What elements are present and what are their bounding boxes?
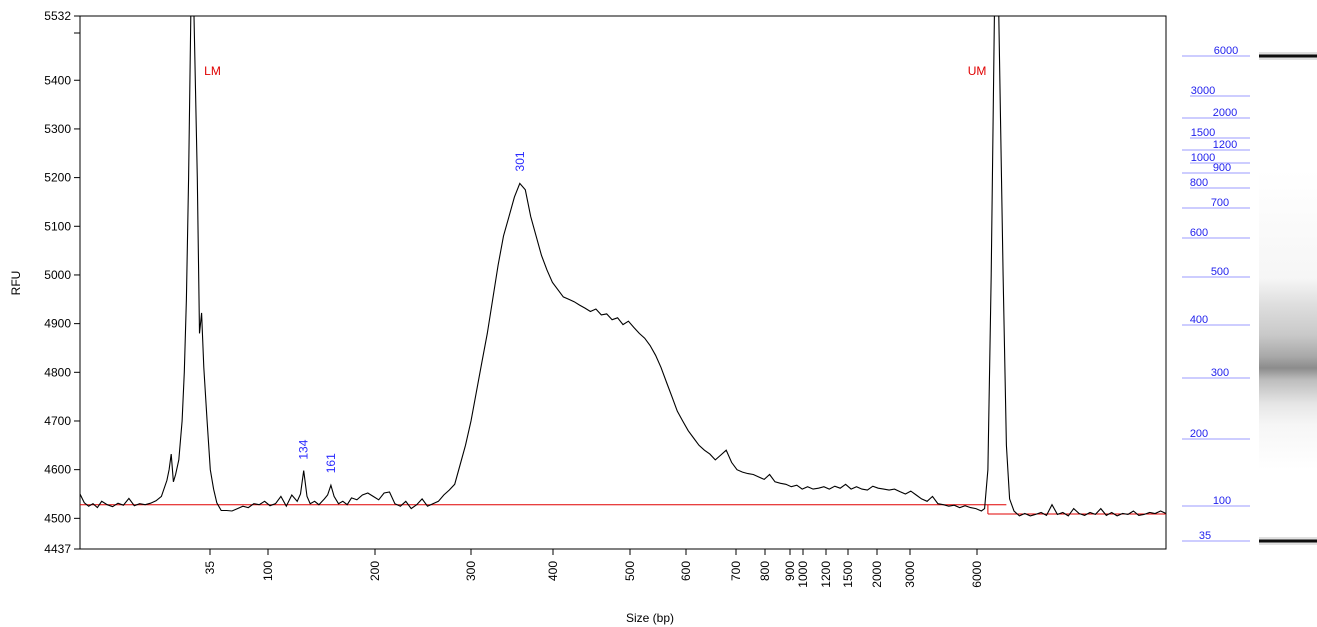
- y-tick-label: 5100: [44, 219, 71, 233]
- gel-smear: [1259, 170, 1317, 470]
- ladder-label: 35: [1199, 530, 1211, 542]
- y-tick-label: 4600: [44, 463, 71, 477]
- gel-band: [1259, 539, 1317, 543]
- y-axis-title: RFU: [9, 271, 23, 296]
- ladder-label: 2000: [1213, 107, 1237, 119]
- y-tick-label: 4900: [44, 317, 71, 331]
- x-tick-label: 700: [729, 561, 743, 581]
- ladder-label: 800: [1190, 177, 1208, 189]
- ladder-label: 900: [1213, 162, 1231, 174]
- gel-band-halo: [1259, 52, 1317, 60]
- x-tick-label: 400: [546, 561, 560, 581]
- x-tick-label: 200: [368, 561, 382, 581]
- ladder-label: 200: [1190, 428, 1208, 440]
- y-tick-label: 4700: [44, 414, 71, 428]
- ladder-label: 300: [1211, 367, 1229, 379]
- peak-label: 301: [513, 151, 527, 171]
- y-tick-label: 5400: [44, 73, 71, 87]
- y-tick-label: 5000: [44, 268, 71, 282]
- x-tick-label: 100: [261, 561, 275, 581]
- marker-label-lm: LM: [204, 64, 221, 78]
- x-tick-label: 2000: [870, 561, 884, 588]
- trace-line: [79, 15, 1167, 517]
- x-tick-label: 600: [679, 561, 693, 581]
- peak-label: 134: [297, 439, 311, 459]
- x-tick-label: 35: [203, 561, 217, 575]
- ladder-label: 1200: [1213, 139, 1237, 151]
- x-axis-title: Size (bp): [626, 611, 674, 625]
- ladder-label: 3000: [1191, 85, 1215, 97]
- gel-band: [1259, 54, 1317, 58]
- ladder-label: 6000: [1214, 45, 1238, 57]
- ladder-label: 100: [1213, 495, 1231, 507]
- x-tick-label: 800: [758, 561, 772, 581]
- x-tick-label: 300: [464, 561, 478, 581]
- x-tick-label: 1000: [796, 561, 810, 588]
- ladder-label: 1500: [1191, 127, 1215, 139]
- ladder-label: 1000: [1191, 152, 1215, 164]
- y-tick-label: 5532: [44, 9, 71, 23]
- y-tick-label: 4800: [44, 365, 71, 379]
- ladder-label: 600: [1190, 227, 1208, 239]
- x-axis: 35 100 200 300 400 500 600 700 800 900 1000 1200 150…: [203, 549, 984, 588]
- y-axis: 5532 5400 5300 5200 5100 5000 4900 4800 4700 4600…: [44, 9, 80, 556]
- x-tick-label: 3000: [903, 561, 917, 588]
- y-tick-label: 4437: [44, 542, 71, 556]
- x-tick-label: 1500: [841, 561, 855, 588]
- gel-band-halo: [1259, 537, 1317, 545]
- x-tick-label: 1200: [819, 561, 833, 588]
- ladder-label: 400: [1190, 314, 1208, 326]
- x-tick-label: 500: [623, 561, 637, 581]
- plot-frame: [79, 15, 1167, 550]
- y-tick-label: 5200: [44, 171, 71, 185]
- marker-label-um: UM: [968, 64, 987, 78]
- y-tick-label: 4500: [44, 511, 71, 525]
- x-tick-label: 6000: [970, 561, 984, 588]
- ladder-label: 700: [1211, 197, 1229, 209]
- gel-lane: [1259, 16, 1317, 549]
- x-tick-label: 900: [783, 561, 797, 581]
- y-tick-label: 5300: [44, 122, 71, 136]
- peak-label: 161: [324, 453, 338, 473]
- ladder-label: 500: [1211, 266, 1229, 278]
